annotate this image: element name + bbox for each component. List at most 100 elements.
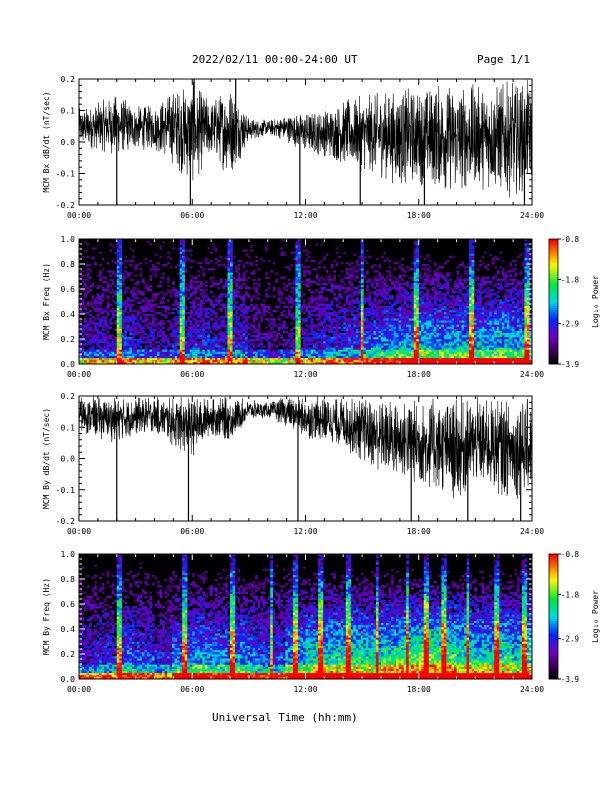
spectrogram-cell — [154, 355, 158, 359]
spectrogram-cell — [300, 353, 304, 356]
spectrogram-cell — [373, 320, 377, 323]
spectrogram-cell — [280, 355, 284, 359]
spectrogram-cell — [378, 359, 382, 363]
spectrogram-cell — [119, 295, 123, 298]
spectrogram-cell — [383, 361, 387, 365]
spectrogram-cell — [295, 336, 299, 340]
spectrogram-cell — [398, 339, 402, 342]
spectrogram-cell — [365, 320, 369, 323]
spectrogram-cell — [355, 326, 359, 329]
spectrogram-cell — [255, 359, 258, 363]
spectrogram-cell — [252, 286, 256, 290]
spectrogram-cell — [202, 349, 206, 352]
spectrogram-cell — [421, 320, 425, 323]
spectrogram-cell — [235, 347, 238, 350]
spectrogram-cell — [416, 328, 420, 331]
spectrogram-cell — [232, 336, 236, 340]
spectrogram-cell — [297, 278, 301, 281]
spectrogram-cell — [240, 295, 243, 298]
spectrogram-cell — [375, 349, 379, 352]
spectrogram-cell — [393, 326, 397, 329]
spectrogram-cell — [116, 268, 120, 271]
spectrogram-cell — [179, 259, 183, 263]
spectrogram-cell — [242, 274, 246, 277]
spectrogram-cell — [204, 324, 208, 327]
spectrogram-cell — [411, 284, 415, 288]
spectrogram-cell — [428, 322, 432, 325]
spectrogram-cell — [340, 316, 344, 319]
spectrogram-cell — [308, 266, 311, 269]
spectrogram-cell — [428, 332, 432, 336]
spectrogram-cell — [398, 284, 402, 288]
spectrogram-cell — [134, 357, 138, 361]
spectrogram-cell — [446, 351, 450, 354]
spectrogram-cell — [408, 341, 412, 344]
spectrogram-cell — [308, 355, 311, 359]
spectrogram-cell — [144, 347, 148, 350]
spectrogram-cell — [406, 305, 409, 309]
spectrogram-cell — [446, 341, 450, 344]
spectrogram-cell — [368, 345, 372, 348]
spectrogram-cell — [235, 345, 238, 348]
spectrogram-cell — [348, 276, 352, 279]
spectrogram-cell — [272, 295, 276, 298]
spectrogram-cell — [330, 328, 334, 331]
spectrogram-cell — [423, 274, 427, 277]
spectrogram-cell — [353, 320, 357, 323]
spectrogram-cell — [124, 336, 128, 340]
spectrogram-cell — [365, 261, 369, 265]
spectrogram-cell — [436, 322, 440, 325]
spectrogram-cell — [129, 353, 133, 356]
spectrogram-cell — [129, 347, 133, 350]
spectrogram-cell — [235, 316, 238, 319]
spectrogram-cell — [126, 328, 130, 331]
spectrogram-cell — [227, 274, 231, 277]
spectrogram-cell — [320, 332, 324, 336]
spectrogram-cell — [413, 347, 417, 350]
spectrogram-cell — [96, 284, 100, 288]
spectrogram-cell — [252, 314, 256, 317]
spectrogram-cell — [187, 334, 191, 338]
spectrogram-cell — [297, 345, 301, 348]
spectrogram-cell — [209, 330, 213, 334]
spectrogram-cell — [313, 307, 316, 311]
spectrogram-cell — [177, 336, 180, 340]
spectrogram-cell — [282, 286, 286, 290]
spectrogram-cell — [383, 280, 387, 284]
spectrogram-cell — [184, 332, 188, 336]
spectrogram-cell — [222, 332, 226, 336]
spectrogram-cell — [360, 255, 364, 259]
spectrogram-cell — [255, 336, 258, 340]
spectrogram-cell — [212, 326, 216, 329]
spectrogram-cell — [305, 357, 309, 361]
spectrogram-cell — [325, 336, 329, 340]
spectrogram-cell — [144, 314, 148, 317]
spectrogram-cell — [177, 318, 180, 321]
spectrogram-cell — [126, 303, 130, 306]
spectrogram-cell — [179, 307, 183, 311]
spectrogram-cell — [94, 351, 97, 354]
spectrogram-cell — [267, 286, 271, 290]
spectrogram-cell — [358, 357, 362, 361]
spectrogram-cell — [129, 330, 133, 334]
spectrogram-cell — [270, 345, 274, 348]
spectrogram-cell — [227, 284, 231, 288]
spectrogram-cell — [119, 311, 123, 315]
spectrogram-cell — [270, 326, 274, 329]
spectrogram-cell — [134, 332, 138, 336]
spectrogram-cell — [313, 326, 316, 329]
spectrogram-cell — [252, 345, 256, 348]
spectrogram-cell — [167, 255, 170, 259]
spectrogram-cell — [388, 278, 392, 281]
spectrogram-cell — [428, 361, 432, 365]
spectrogram-cell — [426, 355, 430, 359]
spectrogram-cell — [363, 316, 367, 319]
spectrogram-cell — [126, 286, 130, 290]
spectrogram-cell — [136, 339, 140, 342]
spectrogram-cell — [111, 259, 115, 263]
spectrogram-cell — [179, 280, 183, 284]
spectrogram-cell — [300, 330, 304, 334]
spectrogram-cell — [295, 272, 299, 275]
spectrogram-cell — [423, 345, 427, 348]
spectrogram-cell — [99, 339, 102, 342]
